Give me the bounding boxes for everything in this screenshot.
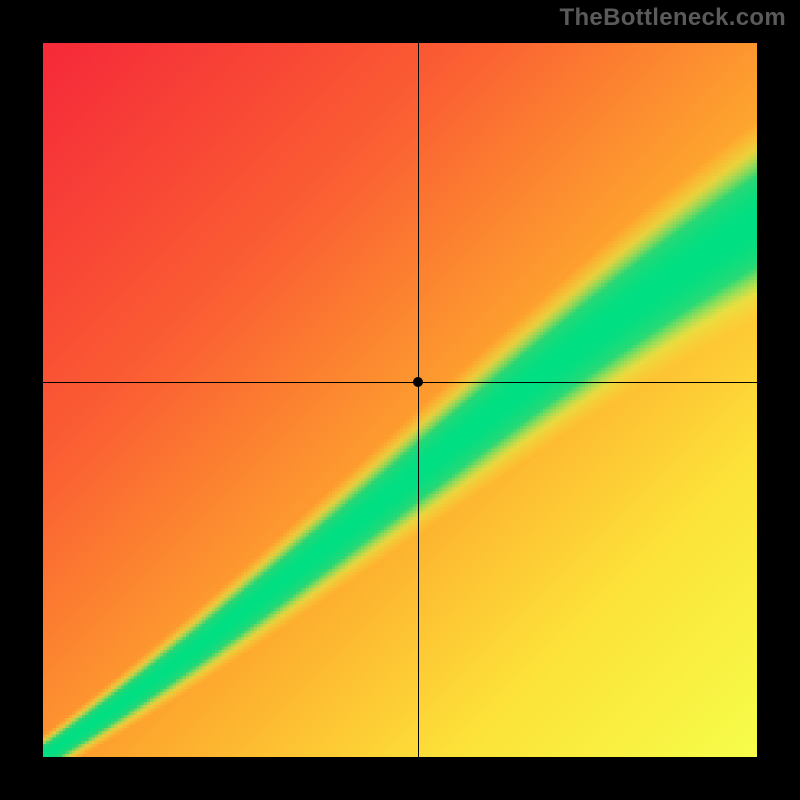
crosshair-horizontal (43, 382, 757, 383)
crosshair-vertical (418, 43, 419, 757)
chart-container: { "watermark": { "text": "TheBottleneck.… (0, 0, 800, 800)
watermark-text: TheBottleneck.com (560, 4, 786, 32)
plot-area (43, 43, 757, 757)
crosshair-point (413, 377, 423, 387)
heatmap-canvas (43, 43, 757, 757)
